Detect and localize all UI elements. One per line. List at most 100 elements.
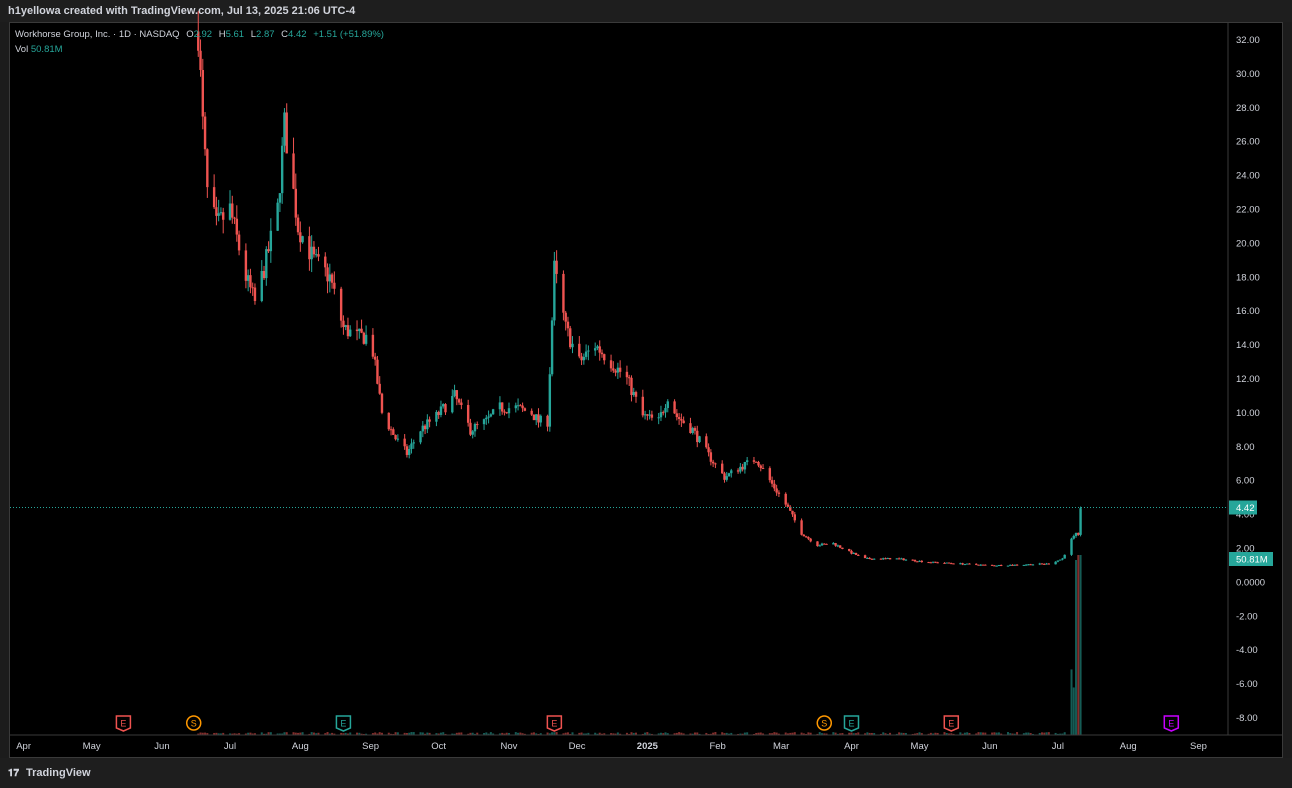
volume-bar <box>809 732 812 735</box>
volume-bar <box>900 732 903 735</box>
volume-bar <box>328 733 331 735</box>
volume-bar <box>523 733 526 735</box>
volume-bar <box>821 733 823 735</box>
candle-body <box>832 543 835 545</box>
event-marker[interactable]: E <box>1163 715 1180 732</box>
candle-body <box>1043 563 1046 565</box>
event-marker[interactable]: S <box>816 715 833 731</box>
candle-body <box>396 438 400 440</box>
event-marker[interactable]: E <box>843 715 860 732</box>
candle-body <box>1072 535 1075 539</box>
volume-bar <box>315 733 318 735</box>
candle-body <box>553 260 556 321</box>
candle-body <box>537 414 540 423</box>
volume-bar <box>1059 733 1062 735</box>
candle-body <box>927 562 930 564</box>
volume-bar <box>535 733 538 735</box>
price-tick-label: 20.00 <box>1236 238 1260 249</box>
volume-bar <box>1025 732 1028 735</box>
candle-body <box>405 446 409 455</box>
price-tick-label: 4.00 <box>1236 510 1255 521</box>
event-marker[interactable]: E <box>115 715 132 732</box>
volume-bar <box>412 732 415 735</box>
candle-body <box>285 112 288 154</box>
candle-body <box>555 260 558 274</box>
event-marker[interactable]: S <box>185 715 202 731</box>
candle-body <box>825 543 828 545</box>
volume-bar <box>501 732 504 735</box>
volume-bar <box>374 732 377 735</box>
candle-body <box>222 212 225 220</box>
volume-bar <box>276 733 279 735</box>
candle-body <box>292 153 295 189</box>
candle-body <box>823 543 826 545</box>
volume-bar <box>936 732 939 735</box>
volume-bar <box>424 733 427 735</box>
event-marker[interactable]: E <box>943 715 960 732</box>
volume-bar <box>1031 733 1034 735</box>
candle-body <box>253 287 257 302</box>
volume-bar <box>945 732 948 735</box>
volume-bar <box>233 733 236 735</box>
candle-body <box>346 325 350 337</box>
candle-body <box>451 396 454 413</box>
candle-body <box>916 561 919 563</box>
time-tick-label: Jul <box>224 741 236 752</box>
volume-bar <box>739 733 742 735</box>
candle-body <box>802 534 806 537</box>
volume-bar <box>204 732 207 735</box>
candle-body <box>943 562 946 564</box>
volume-bar <box>707 733 710 735</box>
price-tick-label: 26.00 <box>1236 137 1260 148</box>
volume-bar <box>260 732 263 735</box>
candle-body <box>344 325 347 328</box>
candle-body <box>260 270 263 302</box>
top-bar: h1yellowa created with TradingView.com, … <box>0 0 1292 22</box>
candle-body <box>596 346 599 349</box>
price-tick-label: -4.00 <box>1236 645 1258 656</box>
volume-bar <box>249 732 252 735</box>
candle-body <box>609 360 613 369</box>
volume-bar <box>206 733 209 735</box>
volume-bar <box>247 732 250 735</box>
candle-body <box>680 419 683 421</box>
volume-legend[interactable]: Vol 50.81M <box>15 44 63 55</box>
volume-bar <box>1045 732 1048 735</box>
volume-bar <box>439 732 442 735</box>
volume-bar <box>582 733 585 735</box>
chart-frame[interactable] <box>9 22 1283 758</box>
time-tick-label: Nov <box>501 741 518 752</box>
volume-bar <box>231 733 234 735</box>
volume-bar <box>278 733 281 735</box>
time-tick-label: May <box>83 741 101 752</box>
candle-body <box>786 504 790 507</box>
candle-body <box>235 218 239 235</box>
volume-bar <box>358 732 361 735</box>
volume-bar <box>741 733 744 735</box>
symbol-legend[interactable]: Workhorse Group, Inc. · 1D · NASDAQ O2.9… <box>15 29 384 40</box>
volume-bar <box>991 732 994 735</box>
volume-bar <box>1070 669 1073 735</box>
volume-bar <box>993 732 996 735</box>
candle-body <box>682 420 685 424</box>
event-marker[interactable]: E <box>335 715 352 732</box>
volume-bar <box>392 733 395 735</box>
candle-body <box>888 558 892 560</box>
candle-body <box>761 468 765 470</box>
volume-bar <box>689 733 692 735</box>
candle-body <box>800 520 803 535</box>
candle-body <box>852 552 855 554</box>
candle-body <box>523 408 527 411</box>
volume-bar <box>904 732 907 735</box>
candle-body <box>1079 508 1082 535</box>
candle-body <box>269 230 273 252</box>
time-tick-label: Sep <box>1190 741 1207 752</box>
candle-body <box>721 463 724 474</box>
time-tick-label: Apr <box>844 741 859 752</box>
candle-body <box>600 352 604 355</box>
candle-body <box>775 488 778 493</box>
candle-body <box>662 412 665 414</box>
candle-body <box>521 405 524 409</box>
event-marker[interactable]: E <box>546 715 563 732</box>
